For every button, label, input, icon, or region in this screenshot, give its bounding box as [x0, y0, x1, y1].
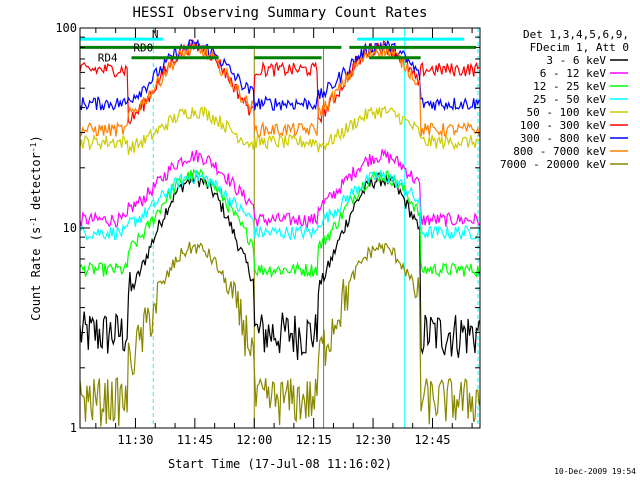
x-tick-label: 12:30 [355, 433, 391, 447]
legend-entry-label: 25 - 50 keV [533, 93, 606, 106]
series-line [79, 168, 480, 279]
x-tick-label: 11:45 [177, 433, 213, 447]
series-line [79, 171, 480, 361]
flag-label: RD4 [98, 52, 118, 65]
y-axis-label-end: ) [29, 135, 43, 142]
legend: Det 1,3,4,5,6,9, FDecim 1, Att 0 3 - 6 k… [500, 28, 629, 171]
legend-entry-label: 800 - 7000 keV [513, 145, 606, 158]
series-line [79, 41, 480, 138]
y-axis-label-mid: detector [29, 152, 43, 217]
x-tick-label: 11:30 [117, 433, 153, 447]
series-line [79, 169, 480, 241]
series-line [79, 105, 480, 156]
y-axis-label: Count Rate (s-1 detector-1) [29, 135, 44, 320]
legend-header-1: Det 1,3,4,5,6,9, [523, 28, 629, 41]
axes-layer: 1 10 100 11:30 11:45 12:00 12:15 12:30 12:45 [55, 21, 481, 447]
legend-header-2: FDecim 1, Att 0 [530, 41, 629, 54]
legend-entry-label: 3 - 6 keV [546, 54, 606, 67]
series-line [79, 148, 480, 229]
legend-entry-label: 7000 - 20000 keV [500, 158, 606, 171]
x-tick-label: 12:15 [296, 433, 332, 447]
y-tick-label: 10 [63, 221, 77, 235]
x-tick-label: 12:45 [414, 433, 450, 447]
series-layer [79, 38, 480, 427]
legend-entry-label: 12 - 25 keV [533, 80, 606, 93]
x-tick-label: 12:00 [236, 433, 272, 447]
x-axis-label: Start Time (17-Jul-08 11:16:02) [168, 457, 392, 471]
legend-entry-label: 6 - 12 keV [540, 67, 607, 80]
legend-entry-label: 300 - 800 keV [520, 132, 606, 145]
series-line [79, 241, 480, 427]
legend-entry-label: 100 - 300 keV [520, 119, 606, 132]
flag-label: N [152, 28, 159, 41]
series-line [79, 38, 480, 112]
y-axis-label-sup2: -1 [29, 142, 38, 152]
y-axis-label-main: Count Rate (s [29, 227, 43, 321]
y-axis-label-sup1: -1 [29, 217, 38, 227]
y-tick-label: 1 [70, 421, 77, 435]
y-tick-label: 100 [55, 21, 77, 35]
flag-label: RD0 [133, 41, 153, 54]
footer-timestamp: 10-Dec-2009 19:54 [554, 467, 636, 476]
chart-title: HESSI Observing Summary Count Rates [132, 5, 427, 21]
legend-entry-label: 50 - 100 keV [527, 106, 607, 119]
